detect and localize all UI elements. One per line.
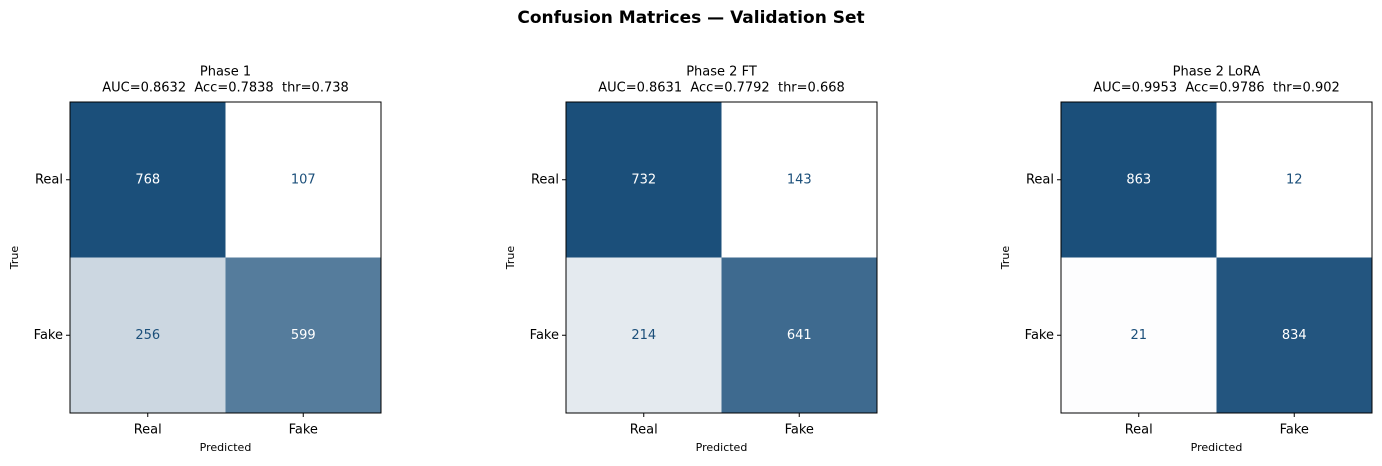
cell-label: 863 <box>1126 172 1151 187</box>
cell-label: 12 <box>1286 172 1303 187</box>
cell <box>1061 257 1217 413</box>
frame <box>69 101 382 414</box>
cell-label: 732 <box>631 172 656 187</box>
cell <box>70 102 226 258</box>
cell-label: 599 <box>291 328 316 343</box>
x-axis-label: Predicted <box>200 441 252 454</box>
subplot-title: Phase 1 <box>200 65 251 80</box>
cell <box>1216 102 1372 258</box>
cell <box>721 102 877 258</box>
cell <box>566 257 722 413</box>
frame <box>1060 101 1373 414</box>
cell <box>70 257 226 413</box>
x-axis-label: Predicted <box>696 441 748 454</box>
x-tick-label: Fake <box>1280 423 1309 438</box>
cell-label: 214 <box>631 328 656 343</box>
cell <box>1061 102 1217 258</box>
subplot-title: Phase 2 FT <box>686 65 757 80</box>
subplot-title: Phase 2 LoRA <box>1173 65 1261 80</box>
x-tick-label: Fake <box>785 423 814 438</box>
x-tick-label: Fake <box>289 423 318 438</box>
subplot-subtitle: AUC=0.9953 Acc=0.9786 thr=0.902 <box>1093 81 1340 96</box>
x-tick-label: Real <box>1125 423 1153 438</box>
y-tick-label: Fake <box>34 328 63 343</box>
y-axis-label: True <box>999 246 1012 271</box>
cell <box>566 102 722 258</box>
frame <box>565 101 878 414</box>
cell-label: 143 <box>787 172 812 187</box>
cell <box>1216 257 1372 413</box>
cell <box>721 257 877 413</box>
cell-label: 256 <box>135 328 160 343</box>
figure-title: Confusion Matrices — Validation Set <box>517 8 864 28</box>
y-axis-label: True <box>8 246 21 271</box>
cell-label: 641 <box>787 328 812 343</box>
x-tick-label: Real <box>630 423 658 438</box>
y-tick-label: Real <box>531 172 559 187</box>
y-tick-label: Real <box>1026 172 1054 187</box>
cell <box>225 102 381 258</box>
subplot-subtitle: AUC=0.8631 Acc=0.7792 thr=0.668 <box>598 81 845 96</box>
y-tick-label: Fake <box>1025 328 1054 343</box>
cell-label: 834 <box>1282 328 1307 343</box>
y-tick-label: Real <box>35 172 63 187</box>
cell-label: 107 <box>291 172 316 187</box>
y-axis-label: True <box>504 246 517 271</box>
x-tick-label: Real <box>134 423 162 438</box>
cell <box>225 257 381 413</box>
y-tick-label: Fake <box>530 328 559 343</box>
x-axis-label: Predicted <box>1191 441 1243 454</box>
cell-label: 768 <box>135 172 160 187</box>
subplot-subtitle: AUC=0.8632 Acc=0.7838 thr=0.738 <box>102 81 349 96</box>
cell-label: 21 <box>1130 328 1147 343</box>
